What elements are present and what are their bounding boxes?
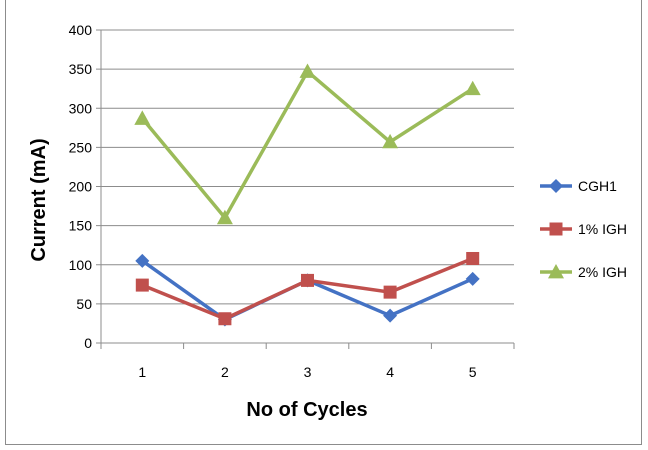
y-tick-label: 350 (69, 61, 93, 77)
series-line (141, 256, 474, 321)
chart-frame (5, 0, 642, 445)
x-tick-label: 4 (386, 364, 394, 380)
x-tick-label: 3 (304, 364, 312, 380)
legend-marker (548, 264, 564, 279)
y-tick-label: 250 (69, 139, 93, 155)
legend-label: CGH1 (578, 178, 617, 194)
legend-entry: 2% IGH (540, 264, 627, 280)
data-point (301, 273, 314, 287)
series-1-igh (135, 251, 480, 326)
x-tick-label: 2 (221, 364, 229, 380)
x-axis-title: No of Cycles (246, 399, 367, 421)
series-2-igh (134, 63, 481, 225)
legend: CGH1 1% IGH 2% IGH (540, 178, 627, 280)
data-point (216, 209, 233, 225)
gridlines (101, 29, 514, 305)
data-point (135, 253, 150, 268)
y-tick-label: 0 (84, 335, 92, 351)
legend-label: 2% IGH (578, 264, 627, 280)
y-tick-label: 400 (69, 22, 93, 38)
data-point (134, 110, 151, 125)
series-line (141, 259, 474, 322)
legend-entry: CGH1 (540, 178, 617, 194)
legend-marker (549, 222, 563, 236)
data-point (135, 278, 149, 292)
data-point (466, 251, 480, 265)
y-axis-ticks: 0 50 100 150 200 250 300 350 400 (69, 22, 93, 351)
y-tick-label: 300 (69, 100, 93, 116)
axes (96, 29, 515, 349)
data-point (464, 80, 481, 96)
x-tick-label: 5 (469, 364, 477, 380)
y-axis-title: Current (mA) (28, 138, 50, 261)
data-point (383, 285, 397, 299)
series-lines (134, 63, 481, 327)
data-point (383, 308, 398, 323)
legend-label: 1% IGH (578, 221, 627, 237)
y-tick-label: 150 (69, 218, 93, 234)
series-line (140, 69, 474, 220)
y-tick-label: 50 (76, 296, 92, 312)
data-point (465, 271, 480, 286)
y-tick-label: 200 (69, 179, 93, 195)
x-axis-ticks: 1 2 3 4 5 (138, 364, 476, 380)
data-point (299, 63, 316, 78)
legend-entry: 1% IGH (540, 221, 627, 237)
y-tick-label: 100 (69, 257, 93, 273)
data-point (218, 312, 232, 326)
x-tick-label: 1 (138, 364, 146, 380)
data-point (382, 133, 399, 149)
legend-marker (549, 179, 563, 193)
